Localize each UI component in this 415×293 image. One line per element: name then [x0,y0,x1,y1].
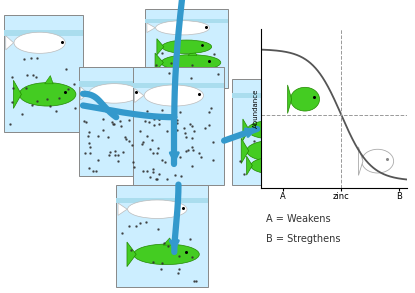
Polygon shape [188,50,197,55]
Ellipse shape [144,85,204,106]
Ellipse shape [156,21,210,35]
FancyBboxPatch shape [116,185,208,287]
FancyBboxPatch shape [232,79,307,185]
Ellipse shape [361,149,393,173]
Ellipse shape [247,140,300,161]
Polygon shape [247,156,252,175]
Polygon shape [118,203,127,215]
FancyBboxPatch shape [133,67,224,185]
Ellipse shape [19,83,76,106]
Polygon shape [134,88,144,103]
FancyBboxPatch shape [79,67,158,176]
Polygon shape [13,80,22,108]
Text: A = Weakens: A = Weakens [266,214,330,224]
Ellipse shape [134,244,199,265]
FancyBboxPatch shape [116,198,208,203]
Polygon shape [288,85,292,113]
Ellipse shape [128,200,187,219]
Polygon shape [163,238,173,245]
Polygon shape [157,39,164,55]
FancyBboxPatch shape [145,9,228,88]
Polygon shape [6,36,14,50]
Polygon shape [81,87,88,100]
Ellipse shape [14,32,65,53]
Ellipse shape [89,84,140,103]
Polygon shape [243,119,249,141]
FancyBboxPatch shape [4,30,83,36]
Polygon shape [241,138,249,163]
Ellipse shape [162,40,212,54]
Polygon shape [271,134,279,141]
Ellipse shape [290,87,320,111]
Polygon shape [359,147,363,176]
Polygon shape [45,76,53,84]
Ellipse shape [251,158,292,173]
FancyBboxPatch shape [145,19,228,23]
Ellipse shape [161,55,221,71]
FancyBboxPatch shape [232,93,307,98]
FancyBboxPatch shape [4,15,83,132]
FancyBboxPatch shape [133,83,224,88]
Ellipse shape [247,121,292,139]
Text: B = Stregthens: B = Stregthens [266,234,340,244]
FancyBboxPatch shape [79,81,158,87]
Polygon shape [147,23,155,33]
Polygon shape [127,242,136,267]
Polygon shape [155,53,164,72]
Y-axis label: Abundance: Abundance [253,89,259,128]
